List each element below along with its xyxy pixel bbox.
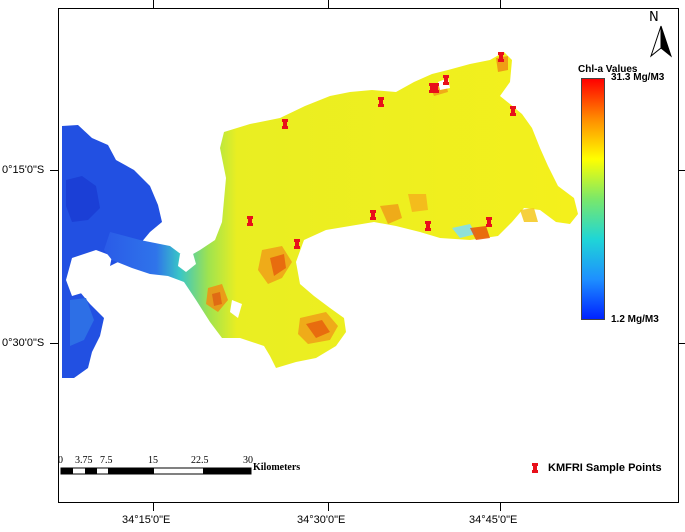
scale-tick-label: 15	[148, 455, 158, 466]
sample-point-marker	[433, 83, 439, 93]
island	[230, 300, 242, 318]
sample-point-marker	[425, 221, 431, 231]
grid-tick	[153, 0, 154, 8]
legend-max-label: 31.3 Mg/M3	[611, 72, 665, 83]
deep-water-patch	[66, 176, 100, 222]
latitude-label: 0°15'0"S	[2, 164, 45, 176]
sample-point-marker	[294, 239, 300, 249]
north-arrow-icon	[649, 25, 673, 58]
legend-title: Chl-a Values	[578, 64, 638, 75]
grid-tick	[500, 503, 501, 511]
longitude-label: 34°15'0"E	[122, 514, 171, 526]
grid-tick	[679, 170, 685, 171]
sample-point-marker	[510, 106, 516, 116]
deep-water-patch	[70, 298, 94, 346]
grid-tick	[50, 170, 58, 171]
sample-point-marker	[247, 216, 253, 226]
sample-point-legend-icon	[532, 463, 538, 473]
scale-tick-label: 7.5	[100, 455, 113, 466]
scale-bar	[60, 467, 252, 475]
sample-point-marker	[429, 83, 435, 93]
sample-point-marker	[370, 210, 376, 220]
sample-point-marker	[282, 119, 288, 129]
latitude-label: 0°30'0"S	[2, 337, 45, 349]
legend-color-ramp	[581, 78, 605, 320]
sample-point-marker	[443, 75, 449, 85]
island	[178, 250, 196, 272]
north-label: N	[649, 10, 659, 25]
sample-point-marker	[378, 97, 384, 107]
island	[66, 250, 112, 296]
sample-points	[247, 52, 516, 249]
grid-tick	[328, 0, 329, 8]
scale-tick-label: 0	[58, 455, 63, 466]
grid-tick	[679, 343, 685, 344]
scale-tick-label: 30	[243, 455, 253, 466]
sample-point-marker	[498, 52, 504, 62]
scale-unit-label: Kilometers	[253, 462, 301, 473]
scale-tick-label: 3.75	[75, 455, 93, 466]
grid-tick	[153, 503, 154, 511]
scale-tick-label: 22.5	[191, 455, 209, 466]
grid-tick	[328, 503, 329, 511]
sample-points-legend-label: KMFRI Sample Points	[548, 462, 662, 474]
sample-point-marker	[486, 217, 492, 227]
longitude-label: 34°45'0"E	[469, 514, 518, 526]
map-frame	[58, 8, 679, 503]
longitude-label: 34°30'0"E	[297, 514, 346, 526]
grid-tick	[50, 343, 58, 344]
shallow-patch	[452, 224, 476, 238]
grid-tick	[500, 0, 501, 8]
legend-min-label: 1.2 Mg/M3	[611, 314, 659, 325]
